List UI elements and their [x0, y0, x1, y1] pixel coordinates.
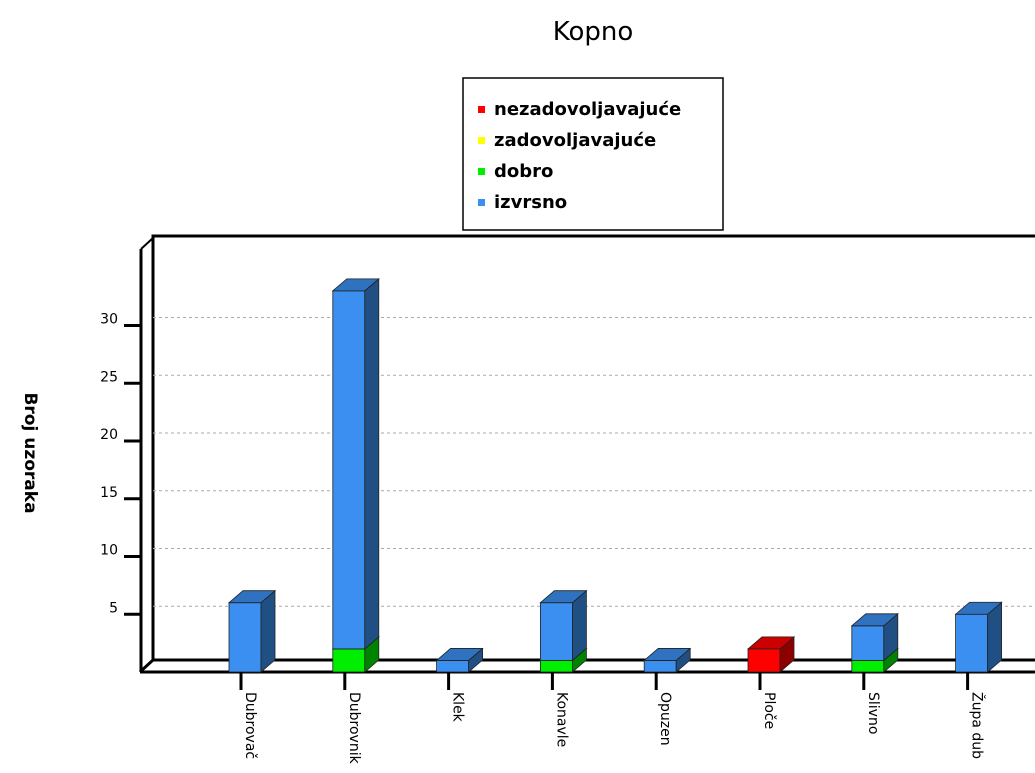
- plot-back-wall: [138, 234, 1035, 674]
- bar-segment-front: [851, 625, 885, 661]
- bar-segment-front: [643, 660, 677, 673]
- gridlines: [153, 317, 1035, 607]
- bar-segment: [331, 277, 380, 650]
- axis-corner: [140, 237, 154, 250]
- x-tick-label: Dubrovnik: [346, 692, 362, 765]
- bar-segment-top: [643, 648, 692, 661]
- legend-label: dobro: [494, 161, 553, 182]
- bar-segment-top: [331, 278, 380, 292]
- y-tick-label: 15: [100, 485, 118, 501]
- bar-segment-front: [332, 290, 366, 650]
- bar-segment-top: [850, 613, 899, 627]
- legend: nezadovoljavajuće zadovoljavajuće dobro izv…: [462, 77, 724, 231]
- legend-entry: zadovoljavajuće: [478, 130, 656, 151]
- bar-segment-top: [954, 601, 1003, 615]
- y-tick-label: 5: [109, 600, 118, 616]
- bar-segment-front: [540, 660, 573, 673]
- bar-segment-top: [539, 590, 588, 604]
- bar-segment-front: [332, 648, 366, 673]
- bar-segment-front: [540, 602, 573, 661]
- x-axis-categories: Dubrovač Dubrovnik Klek Konavle Opuzen Ploče S…: [239, 672, 987, 765]
- x-tick-label: Dubrovač: [242, 692, 258, 759]
- y-axis-label: Broj uzoraka: [20, 392, 40, 513]
- x-tick-label: Konavle: [553, 692, 569, 747]
- bar-segment-front: [955, 613, 988, 673]
- bars: [227, 277, 1003, 673]
- x-tick-label: Župa dub: [969, 692, 987, 759]
- bar-segment: [954, 601, 1003, 673]
- y-axis-ticks: 5 10 15 20 25 30: [100, 312, 140, 616]
- x-tick-label: Opuzen: [657, 692, 673, 746]
- x-tick-label: Klek: [450, 692, 466, 723]
- legend-entry: dobro: [478, 161, 553, 182]
- bar-segment-side: [364, 277, 380, 650]
- chart-title: Kopno: [553, 17, 634, 47]
- bar-segment-front: [747, 648, 781, 673]
- bar-segment: [850, 612, 899, 662]
- y-tick-label: 30: [100, 312, 118, 328]
- legend-entry: nezadovoljavajuće: [478, 99, 681, 120]
- bar-segment: [643, 647, 692, 673]
- bar-segment-top: [435, 648, 484, 661]
- bar-segment: [435, 647, 484, 673]
- legend-label: nezadovoljavajuće: [494, 99, 681, 120]
- plot-frame: [138, 234, 1035, 674]
- legend-label: zadovoljavajuće: [494, 130, 656, 151]
- y-tick-label: 20: [100, 427, 118, 443]
- bar-segment: [539, 589, 588, 662]
- legend-swatch: [478, 168, 485, 175]
- bar-segment-side: [260, 589, 276, 673]
- legend-swatch: [478, 106, 485, 113]
- x-tick-label: Slivno: [865, 692, 881, 734]
- legend-entry: izvrsno: [478, 192, 567, 213]
- legend-swatch: [478, 199, 485, 206]
- y-tick-label: 25: [100, 369, 118, 385]
- legend-label: izvrsno: [494, 192, 567, 213]
- bar-segment-front: [436, 660, 470, 673]
- bar-segment-top: [746, 636, 796, 650]
- bar-segment: [746, 636, 796, 673]
- legend-swatch: [478, 137, 485, 144]
- bar-segment-top: [227, 590, 277, 604]
- bar-segment-front: [851, 660, 885, 673]
- legend-box: [462, 77, 724, 231]
- x-tick-label: Ploče: [761, 692, 777, 729]
- bar-segment-front: [228, 602, 262, 673]
- bar-segment: [227, 589, 277, 673]
- y-tick-label: 10: [100, 543, 118, 559]
